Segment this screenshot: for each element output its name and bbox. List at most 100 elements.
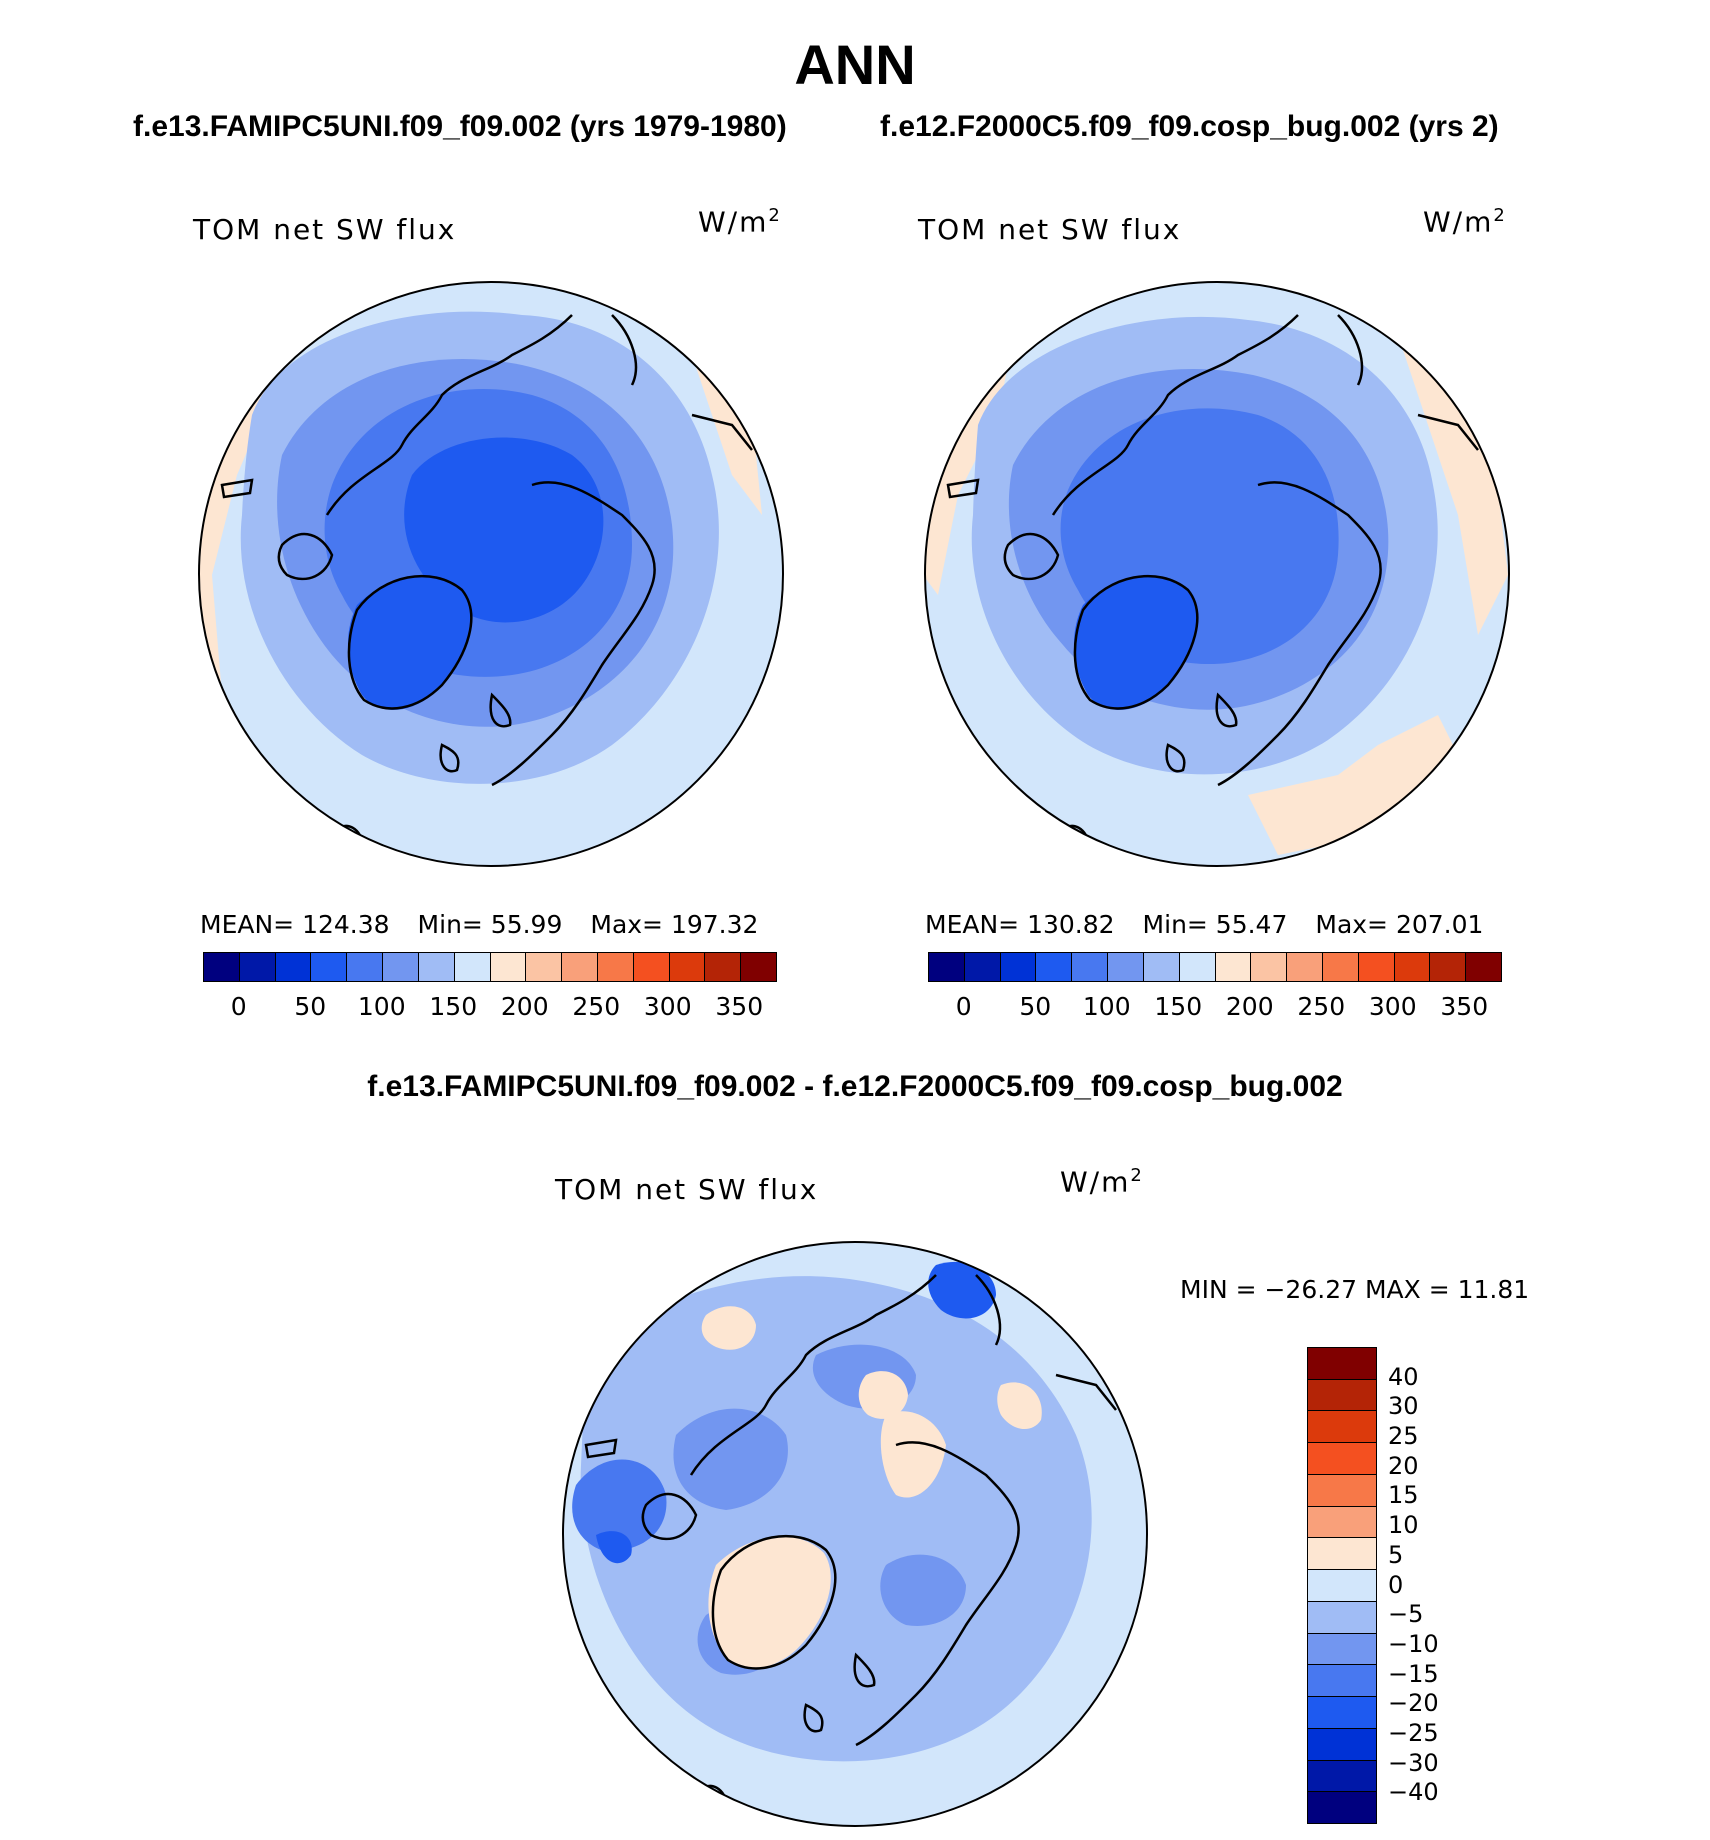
- panel1-units: W/m2: [698, 205, 782, 239]
- colorbar-swatch: [526, 953, 563, 981]
- colorbar-swatch: [1308, 1570, 1376, 1602]
- map3-fill-greenland-warm: [708, 1536, 831, 1669]
- colorbar-swatch: [1308, 1665, 1376, 1698]
- colorbar-tick-label: −20: [1388, 1689, 1439, 1718]
- case1-title: f.e13.FAMIPC5UNI.f09_f09.002 (yrs 1979-1…: [133, 110, 787, 143]
- colorbar-swatch: [1322, 953, 1359, 981]
- panel2-max: Max= 207.01: [1315, 910, 1484, 939]
- panel1-colorbar-ticks: 0 50 100 150 200 250 300 350: [203, 992, 775, 1022]
- map3-fill-warm-patch-c: [997, 1382, 1042, 1430]
- colorbar-tick-label: 100: [1082, 992, 1131, 1021]
- colorbar-swatch: [1215, 953, 1252, 981]
- map3-coastlines: [584, 1274, 1117, 1801]
- colorbar-swatch: [1000, 953, 1037, 981]
- colorbar-swatch: [275, 953, 312, 981]
- panel2-min: Min= 55.47: [1142, 910, 1288, 939]
- map3-border: [562, 1241, 1148, 1827]
- map3-fill-patch-a: [673, 1408, 788, 1510]
- colorbar-swatch: [383, 953, 419, 981]
- colorbar-swatch: [418, 953, 455, 981]
- panel2-variable-label: TOM net SW flux: [918, 213, 1182, 246]
- panel3-colorbar-ticks: 40 30 25 20 15 10 5 0 −5 −10 −15 −20 −25 −30 −40: [1388, 1347, 1468, 1822]
- panel2-polar-map: [924, 281, 1510, 867]
- map3-fill-patch-c: [880, 1554, 966, 1626]
- colorbar-swatch: [239, 953, 276, 981]
- colorbar-swatch: [633, 953, 670, 981]
- colorbar-tick-label: 200: [1225, 992, 1274, 1021]
- colorbar-tick-label: 250: [572, 992, 621, 1021]
- colorbar-swatch: [1394, 953, 1431, 981]
- panel3-variable-label: TOM net SW flux: [555, 1173, 819, 1206]
- figure-title: ANN: [794, 33, 916, 96]
- case2-title: f.e12.F2000C5.f09_f09.cosp_bug.002 (yrs …: [880, 110, 1499, 143]
- colorbar-swatch: [1143, 953, 1180, 981]
- colorbar-swatch: [1308, 1474, 1376, 1507]
- colorbar-tick-label: 300: [1368, 992, 1417, 1021]
- colorbar-tick-label: −25: [1388, 1718, 1439, 1747]
- colorbar-swatch: [705, 953, 742, 981]
- panel2-stats: MEAN= 130.82 Min= 55.47 Max= 207.01: [925, 910, 1483, 939]
- colorbar-swatch: [964, 953, 1001, 981]
- colorbar-tick-label: 50: [1019, 992, 1052, 1021]
- difference-title: f.e13.FAMIPC5UNI.f09_f09.002 - f.e12.F20…: [367, 1070, 1343, 1103]
- colorbar-swatch: [1287, 953, 1323, 981]
- colorbar-tick-label: −10: [1388, 1629, 1439, 1658]
- map3-fill-siberia-warm: [880, 1411, 946, 1498]
- colorbar-swatch: [597, 953, 634, 981]
- colorbar-swatch: [1308, 1601, 1376, 1634]
- colorbar-swatch: [1308, 1506, 1376, 1539]
- map1-fill-warm-east: [692, 355, 762, 515]
- panel3-colorbar: [1307, 1347, 1377, 1824]
- colorbar-swatch: [1179, 953, 1216, 981]
- map1-fill-greenland: [347, 576, 473, 710]
- map3-fill-na-interior: [572, 1459, 667, 1551]
- panel1-mean: MEAN= 124.38: [200, 910, 390, 939]
- map2-fill-greenland: [1073, 576, 1199, 710]
- colorbar-tick-label: 40: [1388, 1362, 1419, 1391]
- colorbar-tick-label: 350: [1440, 992, 1489, 1021]
- colorbar-tick-label: 0: [955, 992, 972, 1021]
- panel2-colorbar: [928, 952, 1502, 982]
- colorbar-swatch: [562, 953, 598, 981]
- colorbar-tick-label: 350: [715, 992, 764, 1021]
- map3-fill-warm-patch-a: [701, 1306, 756, 1350]
- colorbar-tick-label: 5: [1388, 1540, 1404, 1569]
- colorbar-swatch: [1072, 953, 1109, 981]
- colorbar-tick-label: 20: [1388, 1451, 1419, 1480]
- colorbar-swatch: [1308, 1538, 1376, 1571]
- colorbar-tick-label: −40: [1388, 1778, 1439, 1807]
- colorbar-swatch: [1308, 1633, 1376, 1666]
- colorbar-tick-label: 15: [1388, 1481, 1419, 1510]
- map2-fill-warm-south: [1248, 715, 1458, 855]
- colorbar-tick-label: 0: [230, 992, 247, 1021]
- colorbar-tick-label: 250: [1297, 992, 1346, 1021]
- map2-border: [924, 281, 1510, 867]
- colorbar-swatch: [490, 953, 527, 981]
- colorbar-tick-label: −30: [1388, 1748, 1439, 1777]
- colorbar-swatch: [454, 953, 491, 981]
- panel2-units: W/m2: [1423, 205, 1507, 239]
- panel1-stats: MEAN= 124.38 Min= 55.99 Max= 197.32: [200, 910, 758, 939]
- colorbar-tick-label: 150: [1154, 992, 1203, 1021]
- panel1-max: Max= 197.32: [590, 910, 759, 939]
- colorbar-tick-label: 10: [1388, 1511, 1419, 1540]
- colorbar-tick-label: 0: [1388, 1570, 1404, 1599]
- colorbar-swatch: [204, 953, 240, 981]
- map3-fill-pacific-patch: [928, 1261, 996, 1319]
- panel3-minmax: MIN = −26.27 MAX = 11.81: [1180, 1275, 1530, 1304]
- panel1-variable-label: TOM net SW flux: [193, 213, 457, 246]
- panel3-polar-map: [562, 1241, 1148, 1827]
- colorbar-swatch: [1308, 1443, 1376, 1475]
- colorbar-swatch: [1466, 953, 1501, 981]
- colorbar-swatch: [669, 953, 706, 981]
- colorbar-swatch: [1308, 1348, 1376, 1380]
- colorbar-swatch: [1430, 953, 1467, 981]
- map3-fill-warm-patch-b: [858, 1371, 908, 1419]
- colorbar-swatch: [741, 953, 776, 981]
- colorbar-swatch: [1308, 1760, 1376, 1793]
- colorbar-tick-label: 100: [357, 992, 406, 1021]
- colorbar-tick-label: −5: [1388, 1600, 1424, 1629]
- colorbar-swatch: [1308, 1792, 1376, 1824]
- panel1-polar-map: [198, 281, 784, 867]
- colorbar-swatch: [1308, 1728, 1376, 1761]
